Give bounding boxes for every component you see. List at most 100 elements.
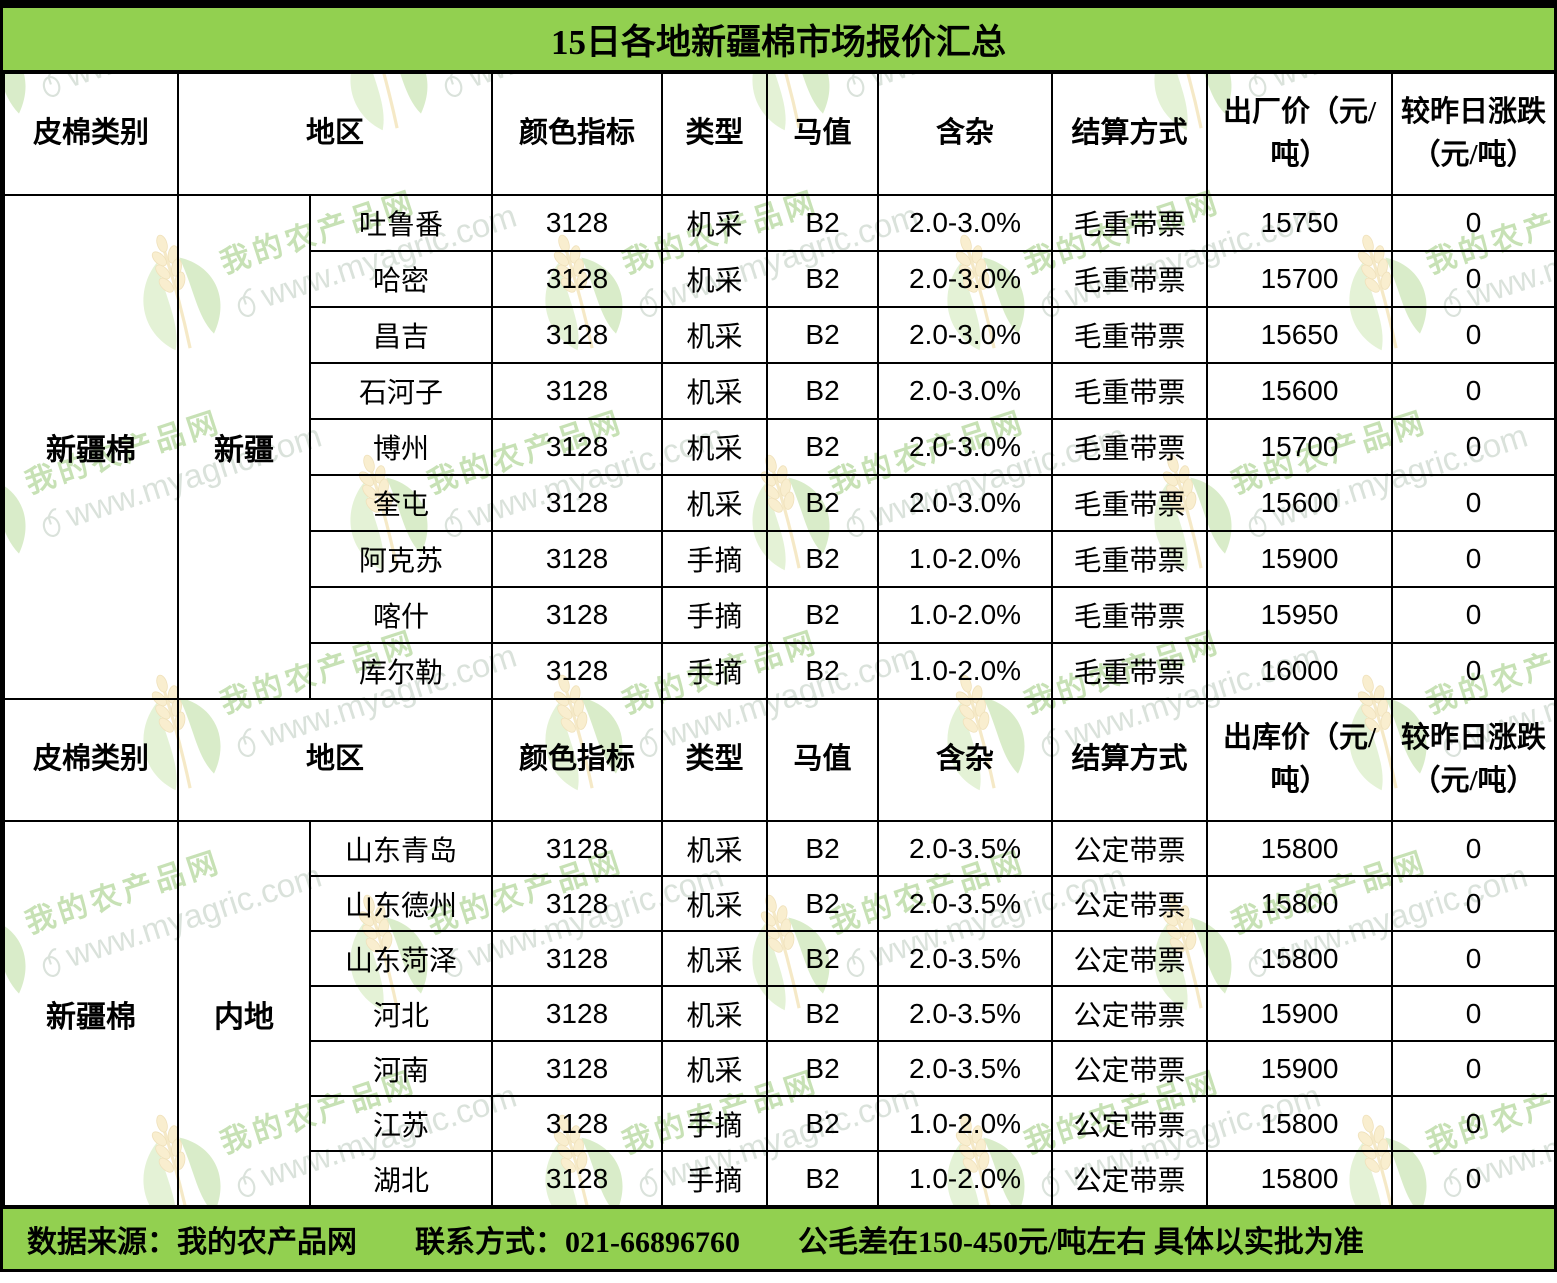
cell-micronaire: B2 xyxy=(766,1150,880,1207)
cell-city: 山东青岛 xyxy=(308,820,494,877)
cell-micronaire: B2 xyxy=(766,530,880,588)
col-change: 较昨日涨跌（元/吨） xyxy=(1391,698,1557,822)
cell-type: 手摘 xyxy=(661,530,769,588)
cell-city: 江苏 xyxy=(308,1095,494,1152)
cell-price: 15750 xyxy=(1206,194,1394,252)
cell-type: 机采 xyxy=(661,362,769,420)
cell-settlement: 公定带票 xyxy=(1051,820,1209,877)
cell-city: 阿克苏 xyxy=(308,530,494,588)
cell-color-index: 3128 xyxy=(491,306,664,364)
cell-city: 湖北 xyxy=(308,1150,494,1207)
cell-color-index: 3128 xyxy=(491,1150,664,1207)
cell-micronaire: B2 xyxy=(766,362,880,420)
cell-change: 0 xyxy=(1391,250,1557,308)
cell-type: 机采 xyxy=(661,1040,769,1097)
col-micronaire: 马值 xyxy=(766,698,880,822)
cell-settlement: 毛重带票 xyxy=(1051,362,1209,420)
cell-price: 16000 xyxy=(1206,642,1394,700)
cell-type: 机采 xyxy=(661,930,769,987)
cell-type: 机采 xyxy=(661,306,769,364)
cell-trash: 2.0-3.0% xyxy=(877,306,1054,364)
cell-price: 15950 xyxy=(1206,586,1394,644)
cell-color-index: 3128 xyxy=(491,1040,664,1097)
cell-price: 15900 xyxy=(1206,1040,1394,1097)
cell-color-index: 3128 xyxy=(491,985,664,1042)
cell-color-index: 3128 xyxy=(491,930,664,987)
cell-city: 昌吉 xyxy=(308,306,494,364)
cell-price: 15650 xyxy=(1206,306,1394,364)
cell-settlement: 毛重带票 xyxy=(1051,194,1209,252)
cell-micronaire: B2 xyxy=(766,875,880,932)
cell-trash: 2.0-3.5% xyxy=(877,985,1054,1042)
cell-settlement: 公定带票 xyxy=(1051,875,1209,932)
cell-type: 手摘 xyxy=(661,1150,769,1207)
col-category: 皮棉类别 xyxy=(3,72,179,196)
cell-type: 机采 xyxy=(661,820,769,877)
cell-settlement: 公定带票 xyxy=(1051,985,1209,1042)
cell-color-index: 3128 xyxy=(491,530,664,588)
cell-trash: 2.0-3.5% xyxy=(877,930,1054,987)
cell-trash: 1.0-2.0% xyxy=(877,642,1054,700)
cell-city: 博州 xyxy=(308,418,494,476)
cell-settlement: 毛重带票 xyxy=(1051,250,1209,308)
cell-color-index: 3128 xyxy=(491,642,664,700)
cell-micronaire: B2 xyxy=(766,250,880,308)
cell-change: 0 xyxy=(1391,930,1557,987)
cell-trash: 2.0-3.0% xyxy=(877,250,1054,308)
cell-price: 15800 xyxy=(1206,930,1394,987)
cell-price: 15600 xyxy=(1206,362,1394,420)
cell-price: 15800 xyxy=(1206,820,1394,877)
col-trash: 含杂 xyxy=(877,72,1054,196)
col-category: 皮棉类别 xyxy=(3,698,179,822)
cell-city: 山东菏泽 xyxy=(308,930,494,987)
cell-city: 库尔勒 xyxy=(308,642,494,700)
cell-color-index: 3128 xyxy=(491,418,664,476)
cell-settlement: 公定带票 xyxy=(1051,1095,1209,1152)
col-settlement: 结算方式 xyxy=(1051,698,1209,822)
cell-type: 机采 xyxy=(661,194,769,252)
cell-trash: 1.0-2.0% xyxy=(877,530,1054,588)
cell-settlement: 毛重带票 xyxy=(1051,642,1209,700)
cell-color-index: 3128 xyxy=(491,586,664,644)
col-region: 地区 xyxy=(176,72,494,196)
cell-change: 0 xyxy=(1391,194,1557,252)
cell-settlement: 公定带票 xyxy=(1051,1040,1209,1097)
cell-micronaire: B2 xyxy=(766,474,880,532)
col-type: 类型 xyxy=(661,72,769,196)
cell-city: 吐鲁番 xyxy=(308,194,494,252)
cell-change: 0 xyxy=(1391,1040,1557,1097)
price-table: 皮棉类别 地区 颜色指标 类型 马值 含杂 结算方式 出厂价（元/吨） 较昨日涨跌（元/吨） 新疆… xyxy=(3,72,1557,1207)
cell-change: 0 xyxy=(1391,474,1557,532)
cell-trash: 2.0-3.0% xyxy=(877,418,1054,476)
cell-price: 15600 xyxy=(1206,474,1394,532)
cell-region-group: 内地 xyxy=(177,820,311,1207)
footer-data-source: 数据来源：我的农产品网 xyxy=(27,1226,357,1259)
cell-change: 0 xyxy=(1391,820,1557,877)
cell-trash: 1.0-2.0% xyxy=(877,586,1054,644)
cell-micronaire: B2 xyxy=(766,586,880,644)
cell-type: 机采 xyxy=(661,474,769,532)
cell-price: 15700 xyxy=(1206,418,1394,476)
cell-micronaire: B2 xyxy=(766,930,880,987)
footer-bar: 数据来源：我的农产品网 联系方式：021-66896760 公毛差在150-45… xyxy=(3,1207,1554,1269)
cell-city: 河南 xyxy=(308,1040,494,1097)
cell-color-index: 3128 xyxy=(491,474,664,532)
cell-color-index: 3128 xyxy=(491,875,664,932)
cell-type: 机采 xyxy=(661,250,769,308)
cell-color-index: 3128 xyxy=(491,1095,664,1152)
cell-change: 0 xyxy=(1391,530,1557,588)
col-change: 较昨日涨跌（元/吨） xyxy=(1391,72,1557,196)
col-price: 出库价（元/吨） xyxy=(1206,698,1394,822)
cell-trash: 2.0-3.0% xyxy=(877,362,1054,420)
cell-settlement: 毛重带票 xyxy=(1051,306,1209,364)
cell-change: 0 xyxy=(1391,362,1557,420)
cell-micronaire: B2 xyxy=(766,1040,880,1097)
col-price: 出厂价（元/吨） xyxy=(1206,72,1394,196)
cell-change: 0 xyxy=(1391,985,1557,1042)
cell-type: 机采 xyxy=(661,875,769,932)
cell-change: 0 xyxy=(1391,306,1557,364)
cell-category-group: 新疆棉 xyxy=(3,820,179,1207)
cell-city: 哈密 xyxy=(308,250,494,308)
